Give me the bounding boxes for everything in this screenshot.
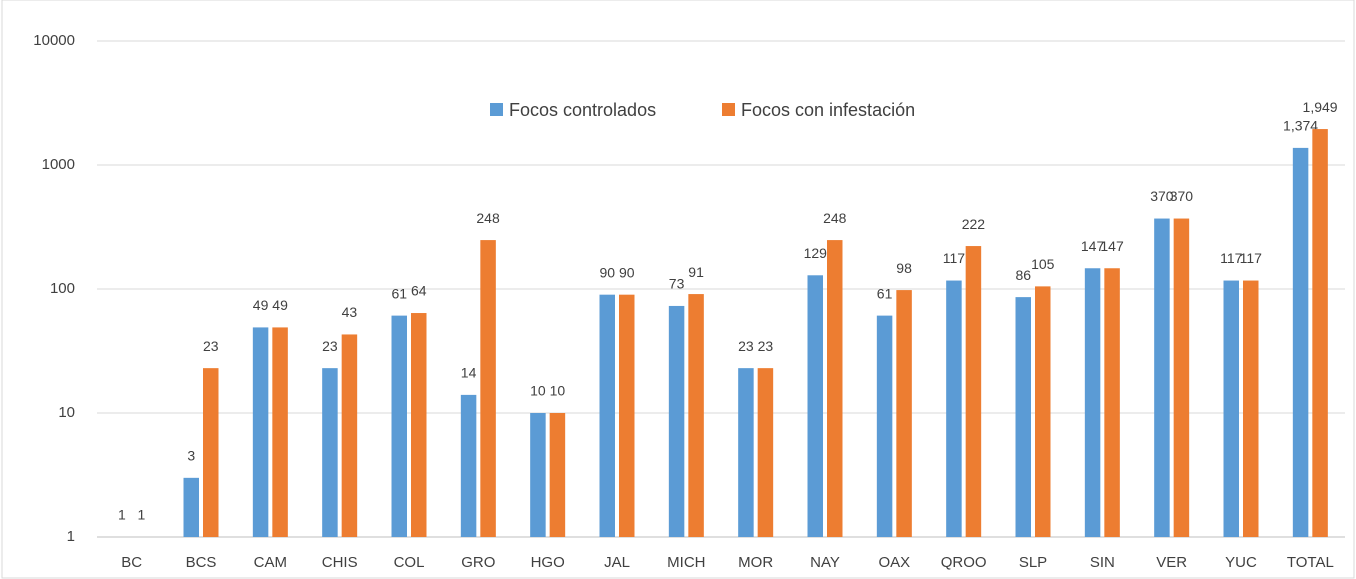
value-label: 117 (1220, 250, 1243, 266)
bar (1104, 268, 1120, 537)
y-tick-label: 1 (67, 528, 75, 545)
bar (965, 246, 982, 537)
y-tick-label: 1000 (42, 156, 75, 173)
bar (1035, 286, 1051, 537)
legend-swatch (490, 103, 503, 116)
value-label: 98 (896, 260, 912, 276)
bar (738, 368, 754, 537)
bar (272, 327, 288, 537)
value-label: 86 (1015, 267, 1031, 283)
legend-label: Focos con infestación (741, 100, 915, 120)
x-tick-label: NAY (810, 554, 840, 571)
bar (946, 280, 962, 537)
bar (480, 240, 496, 537)
value-label: 370 (1150, 188, 1174, 204)
x-tick-label: SIN (1090, 554, 1115, 571)
value-label: 23 (322, 338, 338, 354)
x-tick-label: MICH (667, 554, 705, 571)
value-label: 147 (1100, 238, 1124, 254)
bar (322, 368, 338, 537)
x-tick-label: VER (1156, 554, 1187, 571)
bar (1173, 218, 1190, 538)
value-label: 23 (738, 338, 754, 354)
value-label: 117 (943, 250, 966, 266)
x-tick-label: TOTAL (1287, 554, 1334, 571)
bar (411, 313, 427, 537)
x-tick-label: BC (121, 554, 142, 571)
value-label: 49 (272, 297, 288, 313)
value-label: 222 (962, 216, 986, 232)
value-label: 91 (688, 264, 704, 280)
x-tick-label: CAM (254, 554, 287, 571)
value-label: 61 (877, 285, 893, 301)
x-tick-label: SLP (1019, 554, 1047, 571)
value-label: 129 (804, 245, 828, 261)
x-tick-label: YUC (1225, 554, 1257, 571)
bar (619, 294, 635, 537)
bar (668, 305, 685, 537)
value-label: 105 (1031, 256, 1055, 272)
value-label: 90 (619, 264, 635, 280)
bar (1015, 297, 1031, 537)
x-tick-label: BCS (186, 554, 217, 571)
value-label: 370 (1170, 188, 1194, 204)
bar (203, 368, 219, 537)
bar (1223, 280, 1239, 537)
bar (876, 315, 893, 537)
bar (1154, 218, 1170, 538)
value-label: 117 (1240, 250, 1263, 266)
value-label: 248 (823, 210, 847, 226)
bar (341, 334, 358, 537)
legend-label: Focos controlados (509, 100, 656, 120)
x-tick-label: OAX (878, 554, 910, 571)
value-label: 1,374 (1283, 118, 1318, 134)
value-label: 1 (118, 507, 126, 523)
bar (599, 294, 615, 537)
x-tick-label: COL (394, 554, 425, 571)
bar (549, 413, 566, 537)
value-label: 10 (550, 383, 566, 399)
value-label: 73 (669, 276, 685, 292)
bar (1084, 268, 1101, 537)
bar (391, 315, 407, 537)
value-label: 1,949 (1303, 99, 1338, 115)
value-label: 147 (1081, 238, 1105, 254)
value-label: 1 (138, 507, 146, 523)
value-label: 49 (253, 297, 269, 313)
bar (1312, 129, 1328, 537)
value-label: 61 (391, 285, 407, 301)
x-tick-label: JAL (604, 554, 630, 571)
value-label: 43 (342, 304, 358, 320)
value-label: 64 (411, 283, 427, 299)
y-tick-label: 100 (50, 280, 75, 297)
x-tick-label: CHIS (322, 554, 358, 571)
value-label: 14 (461, 365, 477, 381)
y-tick-label: 10000 (33, 32, 75, 49)
bar (688, 294, 704, 537)
bar (1292, 147, 1309, 537)
value-label: 23 (203, 338, 219, 354)
bar (183, 477, 199, 537)
x-tick-label: QROO (941, 554, 987, 571)
bar (530, 413, 546, 537)
bar (1243, 280, 1259, 537)
value-label: 10 (530, 383, 546, 399)
bar (460, 394, 477, 537)
x-tick-label: GRO (461, 554, 495, 571)
bar (757, 368, 774, 537)
bar (807, 275, 823, 537)
bar (252, 327, 269, 537)
bar (827, 240, 843, 537)
value-label: 90 (599, 264, 615, 280)
x-tick-label: MOR (738, 554, 773, 571)
legend-swatch (722, 103, 735, 116)
value-label: 23 (758, 338, 774, 354)
x-tick-label: HGO (531, 554, 565, 571)
y-tick-label: 10 (58, 404, 75, 421)
value-label: 248 (476, 210, 500, 226)
bar (896, 290, 912, 537)
value-label: 3 (187, 448, 195, 464)
